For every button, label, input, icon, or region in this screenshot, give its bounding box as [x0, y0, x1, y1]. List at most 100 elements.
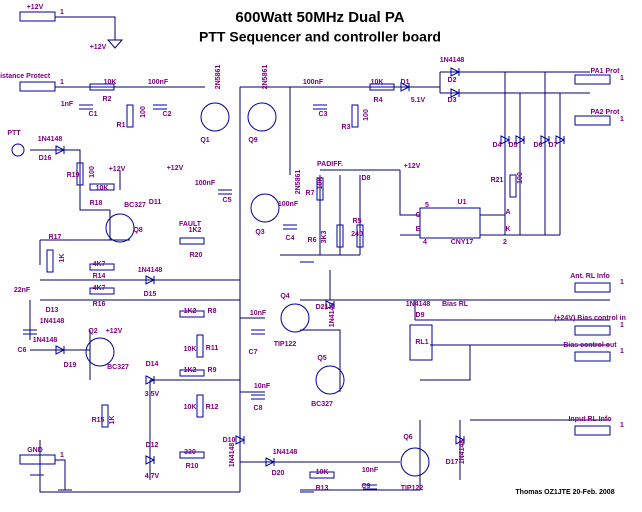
- diode: [145, 275, 156, 285]
- components-text: BC327: [124, 202, 146, 209]
- components-text: R8: [208, 308, 217, 315]
- resistor: [89, 263, 115, 271]
- relay: [409, 324, 433, 361]
- resistor: [126, 104, 134, 128]
- transistor: [315, 365, 345, 395]
- diode: [235, 435, 246, 445]
- diode: [555, 135, 566, 145]
- resistor: [89, 183, 115, 191]
- transistor: [400, 447, 430, 477]
- components-text: 1K2: [184, 308, 197, 315]
- components-text: 1N4148: [406, 301, 431, 308]
- components-text: R20: [190, 252, 203, 259]
- diode: [55, 145, 66, 155]
- connector-body: [574, 325, 611, 336]
- resistor: [316, 177, 324, 201]
- components-text: 1nF: [61, 101, 74, 108]
- optocoupler-pins-text: 4: [423, 239, 427, 246]
- resistor: [509, 174, 517, 198]
- connectors-text: 1: [620, 322, 624, 329]
- components-text: R13: [316, 485, 329, 492]
- diode: [450, 67, 461, 77]
- transistor: [280, 303, 310, 333]
- diode: [400, 82, 411, 92]
- components-text: 5.1V: [411, 97, 426, 104]
- components-text: D12: [146, 442, 159, 449]
- components-text: D20: [272, 470, 285, 477]
- components-text: CNY17: [451, 239, 474, 246]
- resistor: [336, 224, 344, 248]
- components-text: 4.7V: [145, 473, 160, 480]
- components-text: 1K: [109, 416, 116, 425]
- resistor: [351, 104, 359, 128]
- subtitle-text: PTT Sequencer and controller board: [199, 29, 441, 45]
- connectors-text: Input RL Info: [568, 416, 611, 423]
- resistor: [179, 310, 205, 318]
- connectors-text: PTT: [7, 130, 21, 137]
- components-text: D16: [39, 155, 52, 162]
- components-text: D10: [223, 437, 236, 444]
- transistor: [250, 193, 280, 223]
- components-text: 1K2: [184, 367, 197, 374]
- components-text: Q9: [248, 137, 257, 144]
- components-text: R5: [353, 218, 362, 225]
- optocoupler-pins-text: E: [416, 226, 421, 233]
- components-text: 10K: [371, 79, 384, 86]
- title-text: 600Watt 50MHz Dual PA: [235, 9, 404, 26]
- components-text: R4: [374, 97, 383, 104]
- components-text: TIP122: [274, 341, 297, 348]
- connectors-text: 1: [620, 348, 624, 355]
- components-text: R14: [93, 273, 106, 280]
- components-text: D4: [493, 142, 502, 149]
- components-text: D17: [446, 459, 459, 466]
- components-text: 1N4148: [229, 443, 236, 468]
- components-text: Q1: [200, 137, 209, 144]
- components-text: R6: [308, 237, 317, 244]
- connectors-text: 1: [620, 116, 624, 123]
- transistor: [247, 102, 277, 132]
- connectors-text: Bias control out: [563, 342, 617, 349]
- optocoupler-pins-text: K: [505, 226, 510, 233]
- coax-jack: [11, 143, 25, 157]
- net-labels-text: +12V: [404, 163, 421, 170]
- components-text: 1N4148: [273, 449, 298, 456]
- components-text: R18: [90, 200, 103, 207]
- optocoupler-pins-text: A: [505, 209, 510, 216]
- connectors-text: 1: [620, 75, 624, 82]
- diode: [145, 455, 156, 465]
- components-text: R16: [93, 301, 106, 308]
- connectors-text: Ant. RL Info: [570, 273, 610, 280]
- components-text: C2: [163, 111, 172, 118]
- components-text: Q3: [255, 229, 264, 236]
- components-text: D2: [448, 77, 457, 84]
- resistor: [179, 369, 205, 377]
- components-text: D6: [534, 142, 543, 149]
- components-text: C8: [254, 405, 263, 412]
- diode: [500, 135, 511, 145]
- components-text: 1N4148: [40, 318, 65, 325]
- components-text: 10K: [104, 79, 117, 86]
- connector-body: [574, 425, 611, 436]
- components-text: Q4: [280, 293, 289, 300]
- components-text: 10nF: [250, 310, 267, 317]
- components-text: R2: [103, 96, 112, 103]
- connectors-text: 1: [60, 9, 64, 16]
- transistor: [105, 213, 135, 243]
- components-text: 10K: [317, 177, 324, 190]
- components-text: D8: [362, 175, 371, 182]
- components-text: 1N4148: [33, 337, 58, 344]
- components-text: R21: [491, 177, 504, 184]
- components-text: Q5: [317, 355, 326, 362]
- components-text: C9: [362, 483, 371, 490]
- components-text: 100: [140, 106, 147, 118]
- components-text: D1: [401, 79, 410, 86]
- net-labels-text: +12V: [90, 44, 107, 51]
- resistor: [196, 334, 204, 358]
- components-text: 4K7: [93, 285, 106, 292]
- components-text: D7: [549, 142, 558, 149]
- components-text: D11: [149, 199, 162, 206]
- components-text: R15: [92, 417, 105, 424]
- components-text: R1: [117, 122, 126, 129]
- components-text: 10K: [96, 185, 109, 192]
